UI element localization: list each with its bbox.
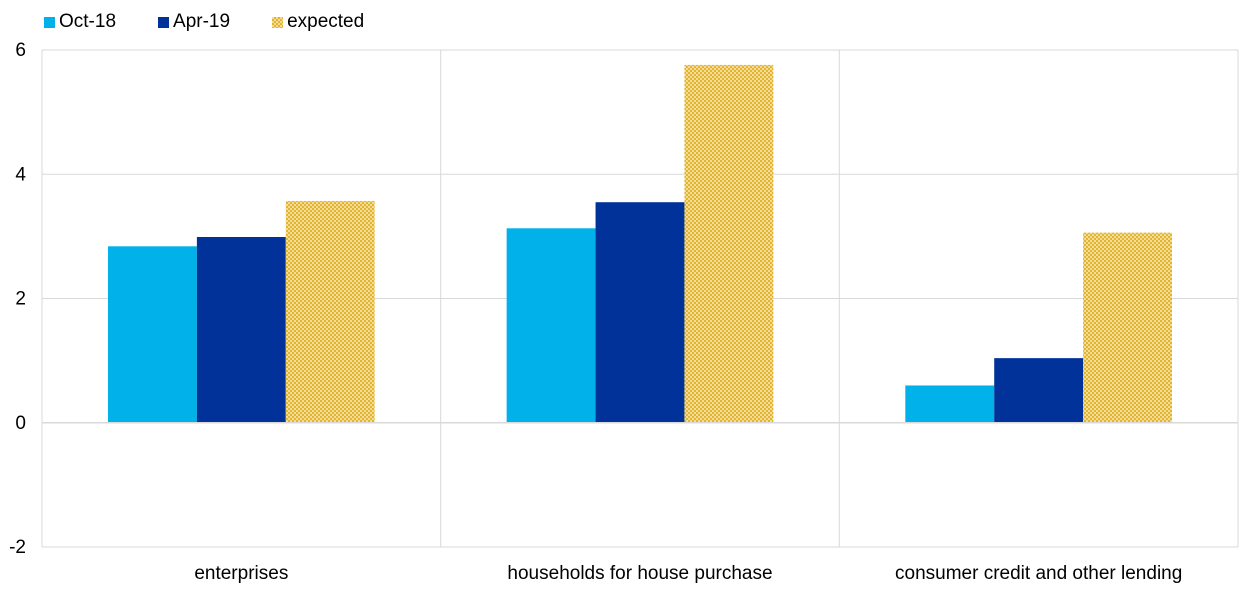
y-tick-label: 0: [15, 413, 26, 434]
legend-swatch: [44, 16, 55, 28]
legend-item-apr-19: Apr-19: [158, 11, 230, 33]
y-tick-label: 6: [15, 40, 26, 61]
y-tick-label: 2: [15, 289, 26, 310]
bar-oct-18-consumer-credit-and-other-lending: [905, 385, 995, 423]
bar-apr-19-households-for-house-purchase: [595, 202, 685, 423]
bar-oct-18-households-for-house-purchase: [506, 228, 596, 423]
legend: Oct-18 Apr-19 expected: [44, 10, 406, 34]
x-tick-label: households for house purchase: [507, 563, 772, 584]
y-tick-label: -2: [9, 537, 26, 558]
x-tick-label: enterprises: [194, 563, 288, 584]
y-tick-label: 4: [15, 164, 26, 185]
bar-oct-18-enterprises: [107, 246, 197, 423]
x-tick-label: consumer credit and other lending: [895, 563, 1182, 584]
bar-expected-households-for-house-purchase: [684, 64, 774, 423]
legend-label: Oct-18: [59, 11, 117, 32]
bar-expected-enterprises: [285, 200, 375, 423]
legend-label: Apr-19: [173, 11, 231, 32]
legend-swatch: [272, 16, 284, 28]
legend-swatch: [158, 16, 170, 28]
bar-apr-19-consumer-credit-and-other-lending: [994, 358, 1084, 423]
legend-label: expected: [287, 11, 365, 32]
bar-expected-consumer-credit-and-other-lending: [1083, 232, 1173, 423]
legend-item-expected: expected: [272, 11, 364, 33]
bar-apr-19-enterprises: [196, 236, 286, 423]
legend-item-oct-18: Oct-18: [44, 11, 116, 33]
